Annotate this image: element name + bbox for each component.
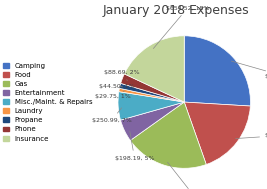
Text: $29.75, 1%: $29.75, 1% [95, 91, 131, 99]
Text: $747.13, 21%: $747.13, 21% [168, 162, 216, 189]
Wedge shape [119, 88, 184, 102]
Text: $44.50, 1%: $44.50, 1% [99, 84, 135, 89]
Wedge shape [130, 102, 206, 168]
Text: $654.52, 18%: $654.52, 18% [153, 5, 209, 49]
Wedge shape [120, 102, 184, 140]
Legend: Camping, Food, Gas, Entertainment, Misc./Maint. & Repairs, Laundry, Propane, Pho: Camping, Food, Gas, Entertainment, Misc.… [3, 63, 92, 142]
Text: $88.69, 2%: $88.69, 2% [104, 70, 139, 81]
Wedge shape [121, 74, 184, 102]
Text: $250.99, 7%: $250.99, 7% [92, 108, 131, 123]
Text: $943.56, 26%: $943.56, 26% [231, 61, 267, 79]
Wedge shape [184, 36, 250, 106]
Wedge shape [118, 92, 184, 120]
Title: January 2018 Expenses: January 2018 Expenses [103, 4, 249, 17]
Text: $677.64, 19%: $677.64, 19% [236, 133, 267, 139]
Wedge shape [184, 102, 250, 164]
Wedge shape [119, 83, 184, 102]
Text: $198.19, 5%: $198.19, 5% [115, 131, 154, 161]
Wedge shape [124, 36, 184, 102]
